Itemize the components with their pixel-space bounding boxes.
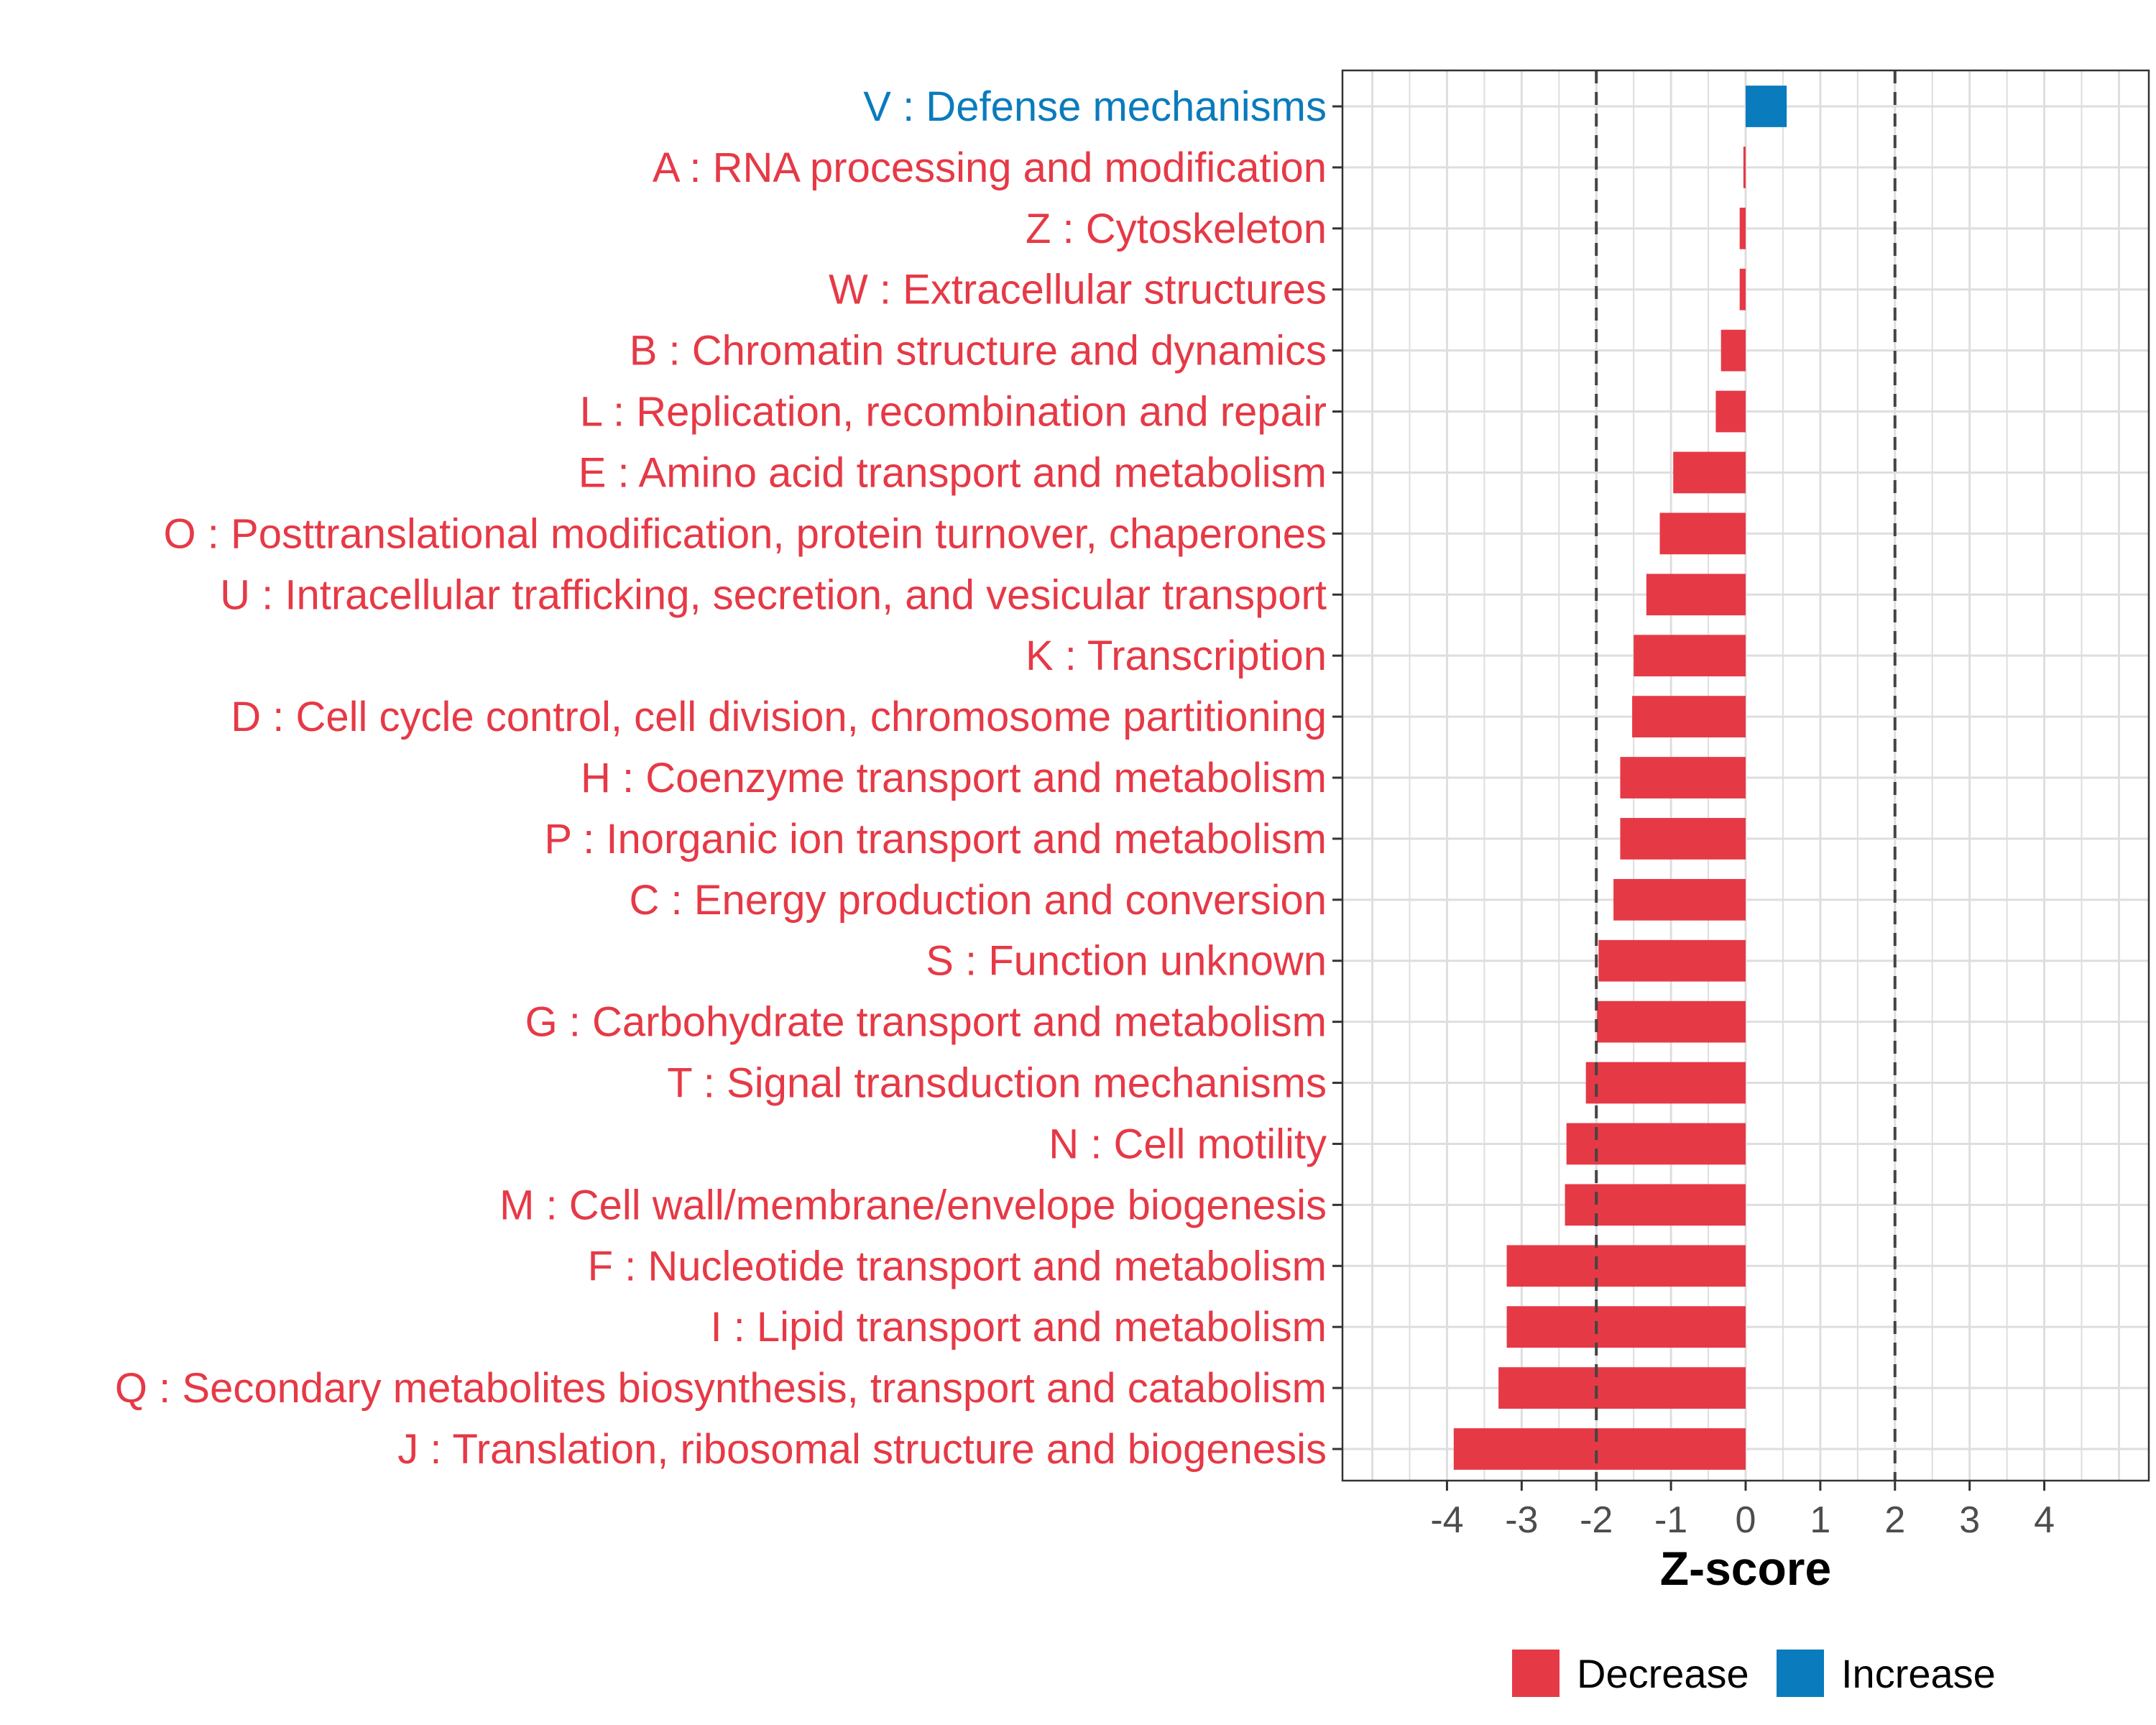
x-axis-title: Z-score: [1660, 1542, 1831, 1595]
legend-swatch-decrease: [1512, 1650, 1560, 1697]
category-label: G : Carbohydrate transport and metabolis…: [525, 999, 1327, 1046]
x-tick-label: 2: [1884, 1499, 1905, 1541]
category-label: U : Intracellular trafficking, secretion…: [220, 571, 1327, 618]
bar-l: [1715, 390, 1746, 433]
category-label: Z : Cytoskeleton: [1026, 206, 1327, 252]
y-axis: V : Defense mechanisms A : RNA processing…: [115, 83, 1342, 1473]
x-tick-label: -2: [1580, 1499, 1613, 1541]
category-label: M : Cell wall/membrane/envelope biogenes…: [499, 1182, 1327, 1228]
legend-label-increase: Increase: [1841, 1651, 1996, 1696]
x-tick-label: 1: [1810, 1499, 1830, 1541]
bar-s: [1598, 939, 1746, 982]
category-label: P : Inorganic ion transport and metaboli…: [544, 816, 1327, 862]
legend: Decrease Increase: [1512, 1650, 1996, 1697]
x-tick-label: -4: [1430, 1499, 1463, 1541]
category-label: H : Coenzyme transport and metabolism: [581, 755, 1327, 801]
category-label: W : Extracellular structures: [829, 267, 1327, 313]
bar-d: [1632, 696, 1746, 737]
bar-h: [1620, 757, 1746, 799]
legend-label-decrease: Decrease: [1577, 1651, 1749, 1696]
bar-m: [1565, 1184, 1746, 1226]
category-label: E : Amino acid transport and metabolism: [579, 449, 1327, 496]
legend-swatch-increase: [1777, 1650, 1824, 1697]
bar-j: [1453, 1428, 1746, 1470]
bar-i: [1506, 1306, 1746, 1348]
x-tick-label: 4: [2034, 1499, 2055, 1541]
x-tick-label: -1: [1654, 1499, 1687, 1541]
bar-z: [1739, 207, 1746, 249]
bars: [1453, 86, 1787, 1470]
bar-u: [1646, 574, 1746, 616]
bar-p: [1620, 818, 1746, 860]
bar-w: [1739, 268, 1746, 310]
bar-g: [1597, 1000, 1746, 1043]
bar-a: [1743, 147, 1746, 188]
category-label: K : Transcription: [1026, 632, 1327, 679]
bar-v: [1746, 86, 1787, 127]
category-label: J : Translation, ribosomal structure and…: [397, 1426, 1327, 1473]
category-label: D : Cell cycle control, cell division, c…: [231, 694, 1327, 740]
category-label: L : Replication, recombination and repai…: [580, 389, 1327, 436]
category-label: F : Nucleotide transport and metabolism: [588, 1243, 1327, 1289]
bar-k: [1634, 635, 1746, 677]
category-label: B : Chromatin structure and dynamics: [630, 328, 1327, 374]
x-tick-label: -3: [1505, 1499, 1538, 1541]
bar-t: [1585, 1062, 1746, 1104]
bar-f: [1506, 1245, 1746, 1287]
category-label: Q : Secondary metabolites biosynthesis, …: [115, 1365, 1327, 1412]
category-label: N : Cell motility: [1049, 1121, 1327, 1167]
bar-c: [1613, 878, 1746, 921]
bar-n: [1566, 1123, 1746, 1165]
category-label: O : Posttranslational modification, prot…: [164, 510, 1327, 557]
category-label: A : RNA processing and modification: [653, 144, 1327, 191]
bar-q: [1498, 1367, 1746, 1409]
category-label: S : Function unknown: [926, 938, 1327, 985]
category-label: C : Energy production and conversion: [630, 877, 1327, 924]
category-label: T : Signal transduction mechanisms: [667, 1060, 1327, 1107]
bar-b: [1720, 329, 1746, 372]
bar-o: [1659, 512, 1746, 555]
reference-lines: [1595, 70, 1897, 1481]
category-label: V : Defense mechanisms: [863, 83, 1327, 130]
bar-e: [1673, 451, 1746, 494]
x-tick-label: 3: [1959, 1499, 1980, 1541]
x-tick-label: 0: [1736, 1499, 1756, 1541]
x-axis: -4 -3 -2 -1 0 1 2 3 4: [1430, 1481, 2055, 1541]
category-label: I : Lipid transport and metabolism: [710, 1304, 1327, 1351]
